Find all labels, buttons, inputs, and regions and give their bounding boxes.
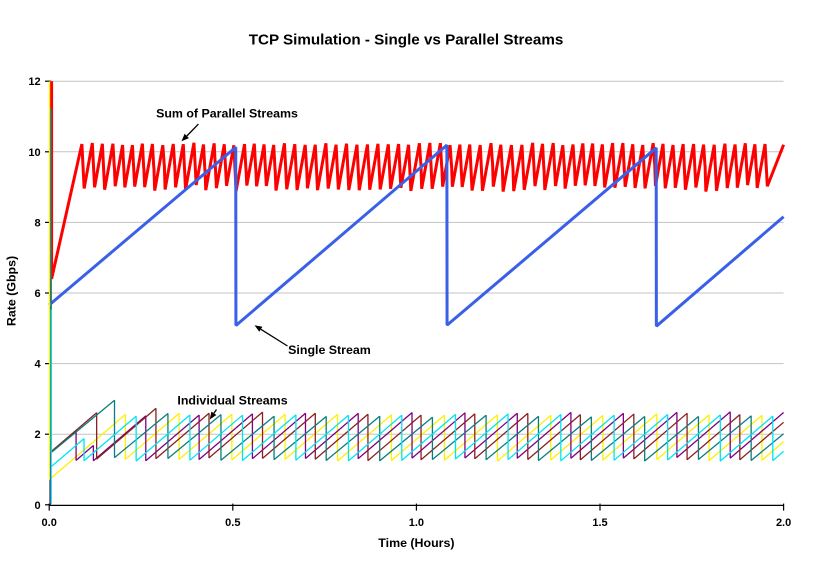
svg-text:0: 0 — [34, 500, 40, 512]
svg-text:Sum of Parallel Streams: Sum of Parallel Streams — [156, 107, 298, 121]
svg-text:Single Stream: Single Stream — [288, 343, 371, 357]
svg-text:2: 2 — [34, 429, 40, 441]
svg-text:4: 4 — [34, 359, 41, 371]
svg-text:TCP Simulation - Single vs Par: TCP Simulation - Single vs Parallel Stre… — [249, 32, 564, 49]
svg-text:Individual Streams: Individual Streams — [177, 393, 287, 407]
svg-text:Time (Hours): Time (Hours) — [378, 536, 454, 550]
svg-text:0.0: 0.0 — [42, 517, 57, 529]
svg-text:10: 10 — [28, 147, 40, 159]
svg-text:8: 8 — [34, 217, 40, 229]
svg-text:2.0: 2.0 — [776, 517, 791, 529]
svg-text:6: 6 — [34, 288, 40, 300]
svg-text:1.5: 1.5 — [592, 517, 607, 529]
svg-text:0.5: 0.5 — [225, 517, 240, 529]
svg-text:1.0: 1.0 — [409, 517, 424, 529]
svg-text:Rate (Gbps): Rate (Gbps) — [5, 256, 19, 326]
svg-text:12: 12 — [28, 76, 40, 88]
